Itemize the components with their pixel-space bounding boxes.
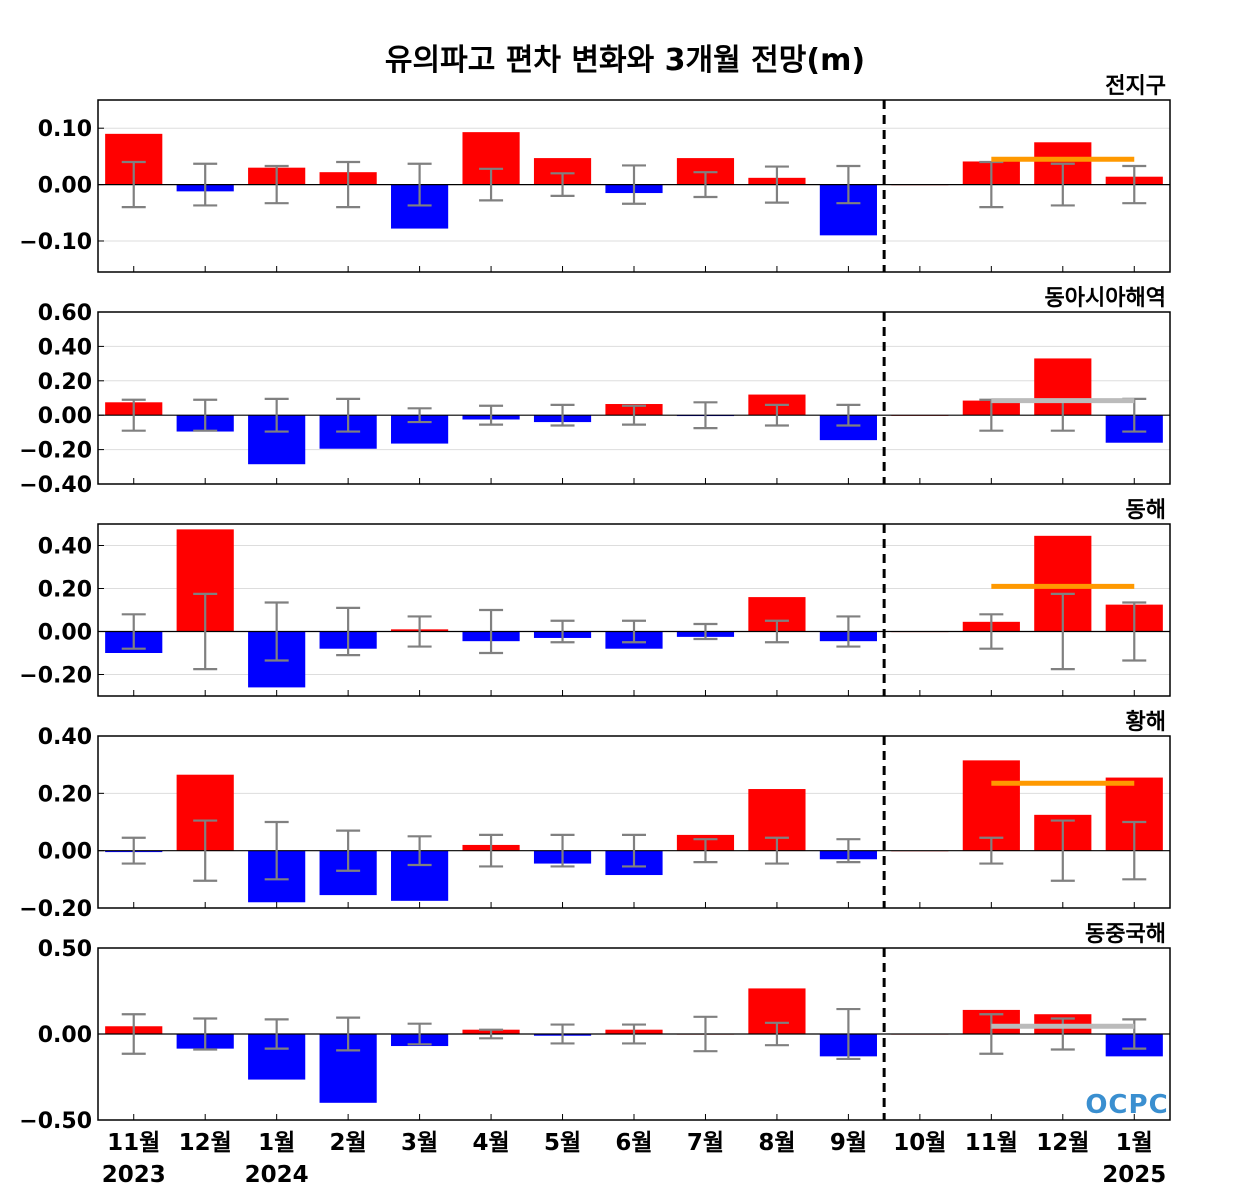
y-tick-label: −0.50 xyxy=(19,1109,92,1134)
y-tick-label: 0.10 xyxy=(38,117,92,142)
x-tick-label: 11월 xyxy=(107,1130,160,1156)
x-tick-label: 12월 xyxy=(1036,1130,1089,1156)
x-tick-label: 1월 xyxy=(258,1130,295,1156)
x-tick-label: 3월 xyxy=(401,1130,438,1156)
panel-label: 전지구 xyxy=(1105,74,1166,99)
y-tick-label: 0.00 xyxy=(38,840,92,865)
panel-4: −0.50 0.00 0.50 동중국해 xyxy=(19,922,1171,1134)
panels: −0.10 0.00 0.10 전지구 −0.40 −0.20 0.00 0.20 0.40 0.… xyxy=(19,74,1171,1134)
y-tick-label: −0.20 xyxy=(19,897,92,922)
y-tick-label: 0.40 xyxy=(38,725,92,750)
y-tick-label: 0.00 xyxy=(38,1023,92,1048)
x-tick-label: 4월 xyxy=(472,1130,509,1156)
y-tick-label: 0.40 xyxy=(38,535,92,560)
panel-label: 황해 xyxy=(1126,710,1166,735)
x-year-label: 2025 xyxy=(1102,1162,1166,1188)
y-tick-label: 0.20 xyxy=(38,370,92,395)
bar xyxy=(962,760,1020,851)
x-tick-label: 9월 xyxy=(830,1130,867,1156)
y-tick-label: 0.00 xyxy=(38,621,92,646)
y-tick-label: 0.00 xyxy=(38,404,92,429)
x-tick-label: 1월 xyxy=(1116,1130,1153,1156)
panel-1: −0.40 −0.20 0.00 0.20 0.40 0.60 동아시아해역 xyxy=(19,286,1171,498)
chart-title: 유의파고 편차 변화와 3개월 전망(m) xyxy=(385,43,865,78)
x-tick-label: 6월 xyxy=(615,1130,652,1156)
ocpc-logo-text: OCPC xyxy=(1085,1090,1168,1120)
x-axis: 11월 12월 1월 2월 3월 4월 5월 6월 7월 8월 9월 10월 11월 12월 1월 2023 2… xyxy=(102,1130,1167,1188)
panel-0: −0.10 0.00 0.10 전지구 xyxy=(19,74,1171,273)
y-tick-label: −0.20 xyxy=(19,439,92,464)
panel-label: 동중국해 xyxy=(1085,922,1166,947)
y-tick-label: 0.60 xyxy=(38,301,92,326)
x-tick-label: 7월 xyxy=(687,1130,724,1156)
y-tick-label: 0.00 xyxy=(38,174,92,199)
x-tick-label: 12월 xyxy=(179,1130,232,1156)
panel-label: 동아시아해역 xyxy=(1045,286,1166,311)
y-tick-label: 0.20 xyxy=(38,578,92,603)
y-tick-label: 0.40 xyxy=(38,335,92,360)
panel-2: −0.20 0.00 0.20 0.40 동해 xyxy=(19,498,1171,697)
x-year-label: 2024 xyxy=(245,1162,309,1188)
x-tick-label: 11월 xyxy=(965,1130,1018,1156)
panel-3: −0.20 0.00 0.20 0.40 황해 xyxy=(19,710,1171,922)
y-tick-label: −0.10 xyxy=(19,230,92,255)
x-year-label: 2023 xyxy=(102,1162,166,1188)
ocpc-logo: OCPC xyxy=(1085,1090,1168,1120)
y-tick-label: −0.40 xyxy=(19,473,92,498)
panel-label: 동해 xyxy=(1126,498,1166,523)
x-tick-label: 10월 xyxy=(893,1130,946,1156)
y-tick-label: −0.20 xyxy=(19,664,92,689)
y-tick-label: 0.20 xyxy=(38,782,92,807)
x-tick-label: 2월 xyxy=(330,1130,367,1156)
x-tick-label: 8월 xyxy=(758,1130,795,1156)
x-tick-label: 5월 xyxy=(544,1130,581,1156)
y-tick-label: 0.50 xyxy=(38,937,92,962)
